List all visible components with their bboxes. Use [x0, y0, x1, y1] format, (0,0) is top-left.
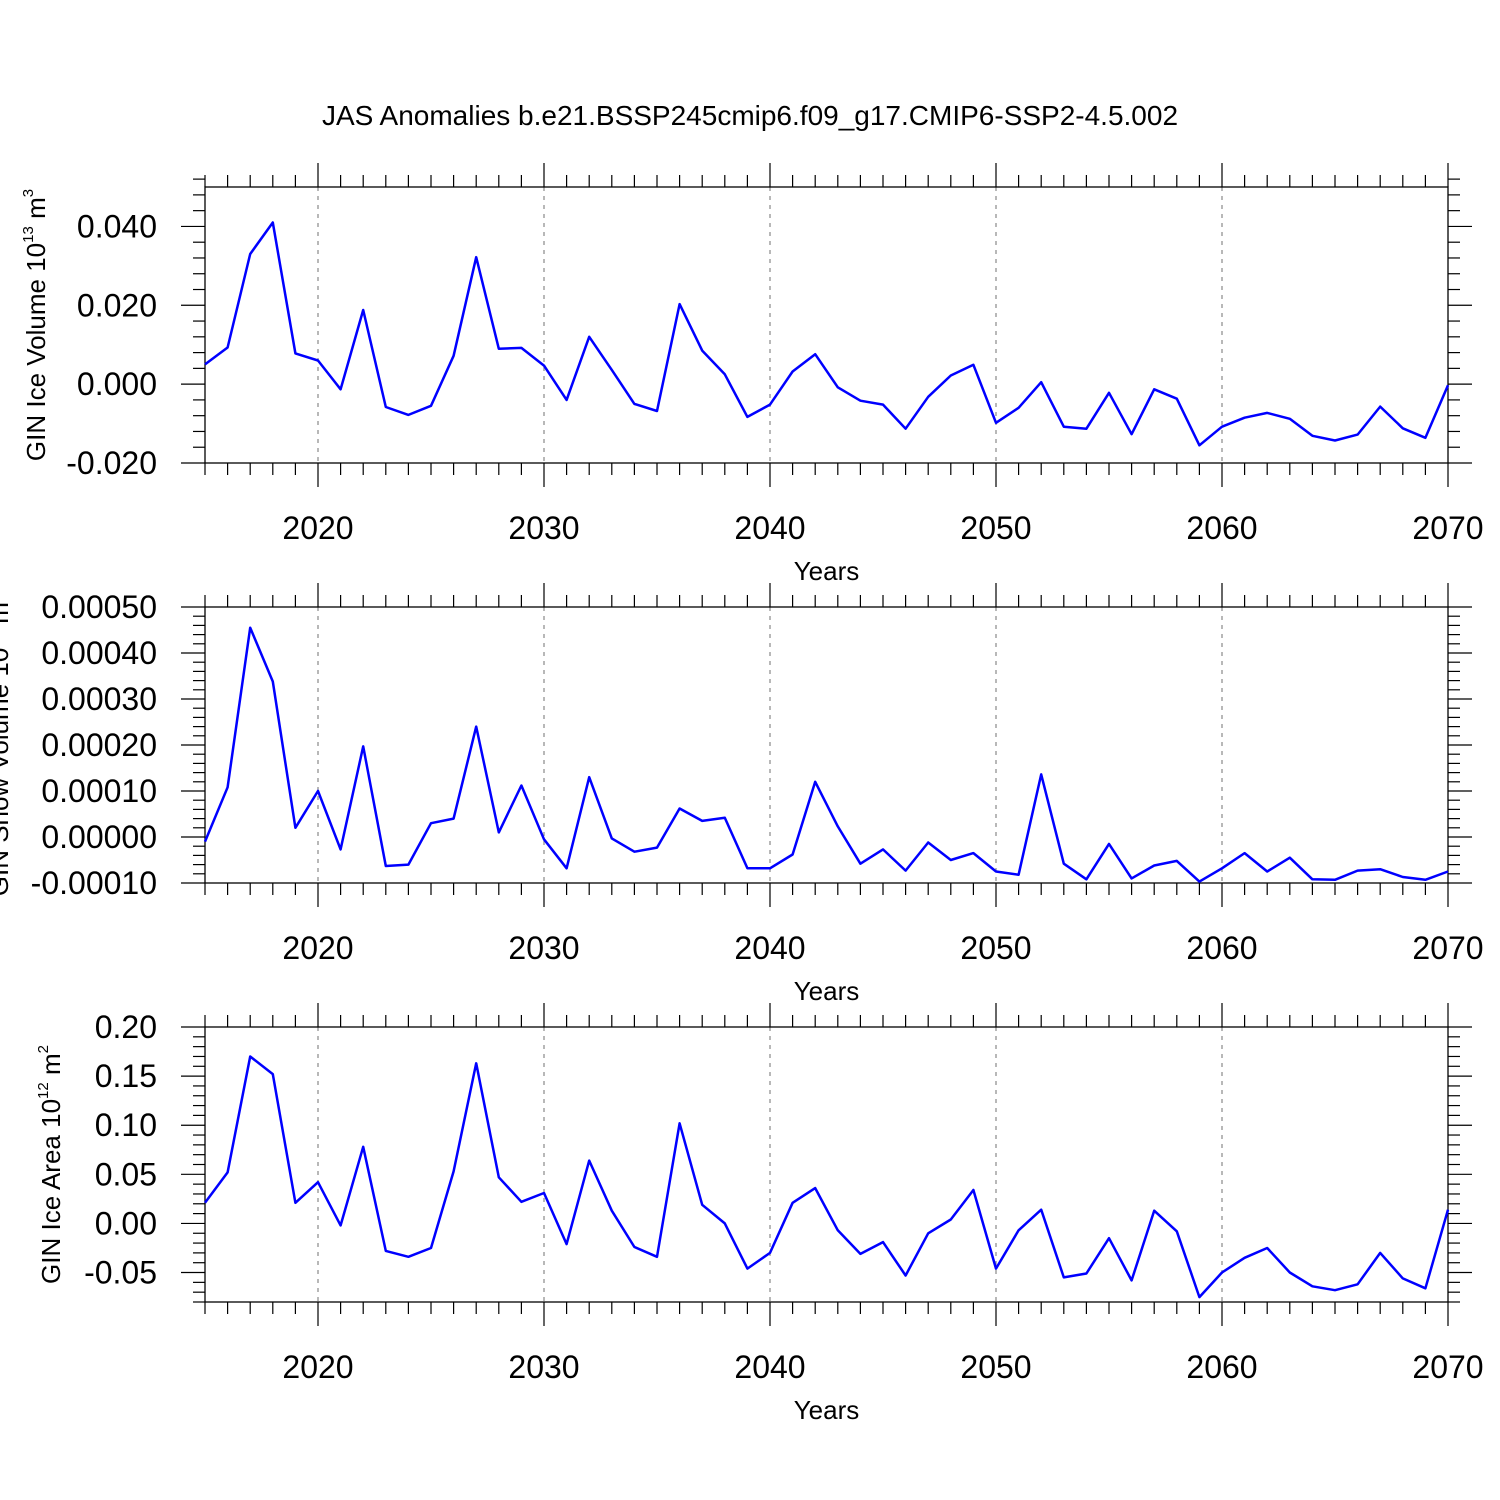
snow-volume-y-tick-label: 0.00020	[41, 727, 157, 763]
snow-volume-x-tick-label: 2040	[734, 930, 805, 966]
ice-area-y-tick-label: 0.15	[95, 1058, 157, 1094]
ice-volume-y-axis-label: GIN Ice Volume 1013 m3	[20, 189, 51, 461]
snow-volume-plot-frame	[204, 606, 1449, 884]
ice-volume-x-tick-label: 2050	[960, 510, 1031, 546]
ice-volume-x-tick-label: 2070	[1412, 510, 1483, 546]
ice-volume-x-tick-label: 2040	[734, 510, 805, 546]
ice-volume-x-tick-label: 2030	[508, 510, 579, 546]
snow-volume-x-tick-label: 2070	[1412, 930, 1483, 966]
ice-area-y-tick-label: 0.10	[95, 1107, 157, 1143]
snow-volume-y-tick-label: 0.00010	[41, 773, 157, 809]
ice-volume-y-tick-label: 0.040	[77, 208, 157, 244]
ice-area-x-tick-label: 2070	[1412, 1349, 1483, 1385]
ice-area-series-line	[203, 1055, 1450, 1299]
ice-volume-x-tick-label: 2060	[1186, 510, 1257, 546]
snow-volume-x-tick-label: 2030	[508, 930, 579, 966]
ice-volume-y-tick-label: 0.020	[77, 287, 157, 323]
ice-area-x-axis-label: Years	[794, 1395, 860, 1425]
ice-volume-x-tick-label: 2020	[282, 510, 353, 546]
figure-title: JAS Anomalies b.e21.BSSP245cmip6.f09_g17…	[322, 100, 1178, 131]
snow-volume-y-axis-label: GIN Snow Volume 1013 m3	[0, 594, 14, 897]
snow-volume-y-tick-label: -0.00010	[31, 865, 157, 901]
snow-volume-y-tick-label: 0.00030	[41, 681, 157, 717]
ice-area-y-tick-label: 0.05	[95, 1156, 157, 1192]
ice-area-y-tick-label: 0.20	[95, 1009, 157, 1045]
panel-ice-volume: 2020 2030 2040 2050 2060 2070 -0.020 0.000 0.020…	[20, 163, 1484, 586]
snow-volume-x-tick-label: 2050	[960, 930, 1031, 966]
ice-area-y-tick-label: 0.00	[95, 1205, 157, 1241]
ice-area-x-tick-label: 2060	[1186, 1349, 1257, 1385]
snow-volume-y-tick-label: 0.00040	[41, 635, 157, 671]
ice-volume-x-axis-label: Years	[794, 556, 860, 586]
ice-volume-plot-frame	[204, 186, 1449, 464]
ice-volume-y-tick-label: 0.000	[77, 366, 157, 402]
snow-volume-y-tick-label: 0.00000	[41, 819, 157, 855]
ice-volume-series-line	[204, 221, 1450, 447]
panel-snow-volume: 2020 2030 2040 2050 2060 2070 -0.00010 0.00000 0…	[0, 583, 1484, 1006]
ice-volume-y-tick-label: -0.020	[66, 445, 157, 481]
ice-area-x-tick-label: 2030	[508, 1349, 579, 1385]
snow-volume-x-axis-label: Years	[794, 976, 860, 1006]
ice-area-y-axis-label: GIN Ice Area 1012 m2	[35, 1045, 66, 1284]
snow-volume-x-tick-label: 2060	[1186, 930, 1257, 966]
ice-area-y-tick-label: -0.05	[84, 1255, 157, 1291]
snow-volume-x-tick-label: 2020	[282, 930, 353, 966]
ice-area-x-tick-label: 2020	[282, 1349, 353, 1385]
snow-volume-series-line	[203, 626, 1449, 883]
snow-volume-y-tick-label: 0.00050	[41, 589, 157, 625]
panel-ice-area: 2020 2030 2040 2050 2060 2070 -0.05 0.00 0.05 0.1…	[35, 1003, 1484, 1425]
ice-area-plot-frame	[204, 1026, 1449, 1303]
ice-area-x-tick-label: 2040	[734, 1349, 805, 1385]
ice-area-x-tick-label: 2050	[960, 1349, 1031, 1385]
